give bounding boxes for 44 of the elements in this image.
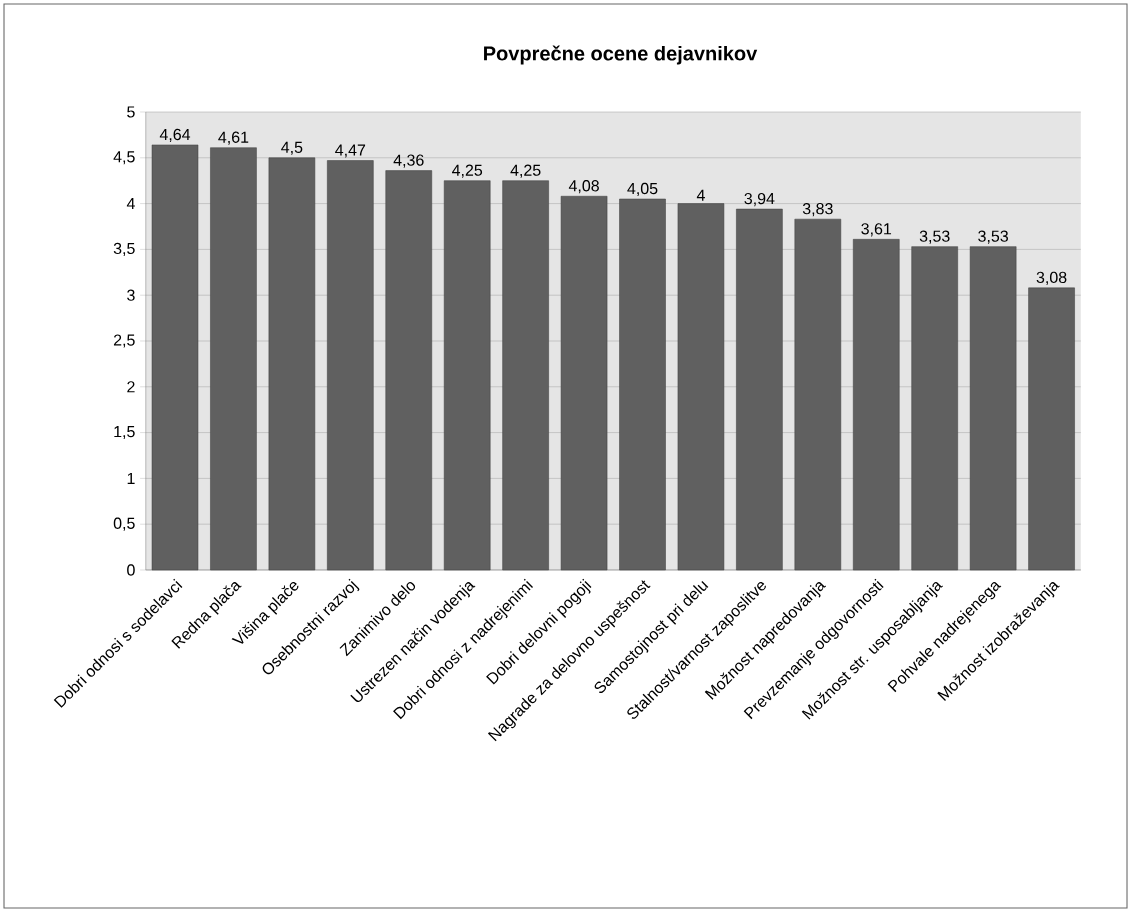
bar	[619, 198, 666, 571]
data-label: 3,53	[978, 230, 1008, 244]
y-tick-label: 1,5	[114, 426, 135, 440]
data-label: 4,61	[218, 131, 249, 145]
y-tick-label: 1	[127, 472, 135, 484]
data-label: 4,05	[627, 182, 658, 197]
bar	[443, 180, 491, 571]
data-label: 4,64	[159, 128, 191, 143]
bar	[327, 160, 374, 571]
y-tick-label: 2,5	[113, 334, 135, 348]
data-label: 4,47	[335, 144, 366, 158]
data-label: 4,25	[452, 164, 483, 178]
data-label: 3,08	[1036, 271, 1067, 285]
bar	[151, 144, 199, 571]
bar	[677, 203, 725, 571]
data-label: 3,94	[744, 192, 775, 207]
bar	[560, 195, 608, 571]
y-tick-label: 3,5	[113, 242, 135, 256]
bar	[210, 147, 257, 571]
data-label: 4,25	[510, 164, 541, 178]
data-label: 3,83	[802, 203, 833, 217]
bar	[911, 246, 958, 571]
data-label: 4,36	[393, 154, 424, 168]
y-tick-label: 4	[126, 198, 135, 210]
bar	[385, 170, 433, 571]
y-tick-label: 3	[127, 289, 135, 301]
bar	[1028, 287, 1075, 571]
y-tick-label: 2	[127, 381, 135, 393]
data-label: 3,53	[919, 230, 950, 244]
data-label: 4	[696, 189, 705, 201]
bar	[794, 218, 842, 571]
data-label: 4,08	[568, 180, 599, 194]
data-label: 3,61	[861, 223, 892, 237]
bar	[268, 157, 316, 571]
bar	[852, 239, 900, 571]
bar	[502, 180, 549, 571]
bar	[969, 246, 1017, 571]
y-tick-label: 0,5	[113, 517, 135, 531]
y-tick-label: 4,5	[113, 151, 135, 165]
chart-title: Povprečne ocene dejavnikov	[484, 45, 758, 65]
y-tick-label: 0	[127, 564, 135, 576]
y-tick-label: 5	[127, 106, 135, 118]
data-label: 4,5	[281, 141, 303, 155]
bar	[736, 208, 783, 571]
